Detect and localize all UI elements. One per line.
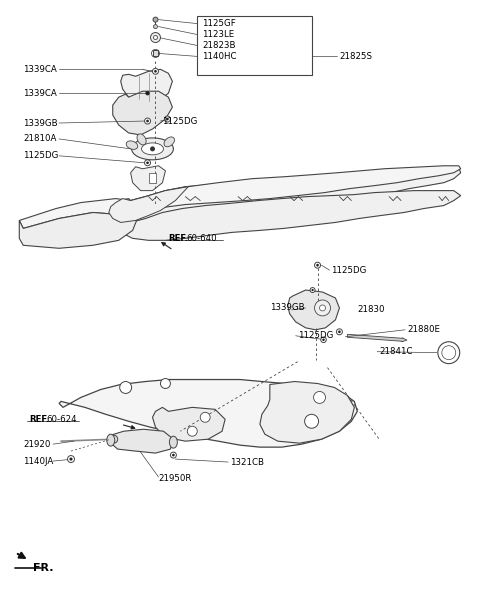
Circle shape — [336, 329, 342, 335]
Text: 21841C: 21841C — [379, 347, 413, 356]
Circle shape — [313, 392, 325, 403]
Circle shape — [166, 117, 169, 120]
Text: 1125DG: 1125DG — [162, 117, 198, 126]
Circle shape — [146, 120, 149, 122]
Circle shape — [172, 454, 175, 457]
Text: 1339GB: 1339GB — [270, 303, 304, 312]
Circle shape — [321, 337, 326, 343]
Polygon shape — [109, 167, 461, 222]
Text: 1125GF: 1125GF — [202, 19, 236, 28]
Bar — [197, 15, 312, 75]
Circle shape — [144, 118, 151, 124]
Text: 21823B: 21823B — [202, 41, 236, 50]
Ellipse shape — [164, 137, 175, 147]
Text: 1125DG: 1125DG — [23, 151, 59, 160]
Ellipse shape — [137, 134, 146, 145]
Bar — [153, 51, 158, 57]
Circle shape — [312, 289, 314, 291]
Bar — [148, 173, 156, 182]
Polygon shape — [109, 187, 188, 222]
Text: 21950R: 21950R — [158, 474, 192, 483]
Circle shape — [154, 70, 157, 73]
Text: 1339GB: 1339GB — [23, 119, 58, 128]
Circle shape — [145, 91, 150, 95]
Circle shape — [160, 378, 170, 389]
Circle shape — [68, 455, 74, 462]
Polygon shape — [116, 191, 461, 240]
Polygon shape — [288, 290, 339, 330]
Polygon shape — [19, 210, 141, 249]
Text: 21920: 21920 — [23, 440, 50, 449]
Ellipse shape — [142, 143, 164, 155]
Circle shape — [120, 381, 132, 393]
Text: 21810A: 21810A — [23, 135, 57, 144]
Circle shape — [154, 24, 157, 29]
Circle shape — [153, 69, 158, 74]
Circle shape — [170, 452, 176, 458]
Text: 1339CA: 1339CA — [23, 89, 57, 98]
Circle shape — [165, 116, 170, 122]
Polygon shape — [260, 381, 354, 443]
Circle shape — [322, 339, 325, 341]
Circle shape — [338, 330, 341, 333]
Circle shape — [305, 414, 319, 429]
Ellipse shape — [169, 436, 178, 448]
Text: 21825S: 21825S — [339, 52, 372, 61]
Circle shape — [320, 305, 325, 311]
Circle shape — [314, 262, 321, 268]
Text: 1321CB: 1321CB — [230, 458, 264, 467]
Text: REF.: REF. — [168, 234, 189, 243]
Polygon shape — [111, 429, 173, 453]
Circle shape — [442, 346, 456, 359]
Text: REF.: REF. — [29, 415, 49, 424]
Polygon shape — [113, 91, 172, 135]
Circle shape — [154, 36, 157, 39]
Text: 1125DG: 1125DG — [332, 266, 367, 275]
Circle shape — [310, 287, 315, 293]
Polygon shape — [59, 380, 357, 447]
Circle shape — [70, 458, 72, 461]
FancyArrow shape — [347, 334, 407, 342]
Text: 1125DG: 1125DG — [298, 331, 333, 340]
Ellipse shape — [132, 138, 173, 160]
Polygon shape — [129, 166, 461, 210]
Circle shape — [151, 33, 160, 42]
Circle shape — [316, 264, 319, 266]
Text: 1339CA: 1339CA — [23, 65, 57, 74]
Polygon shape — [19, 198, 141, 228]
Circle shape — [150, 147, 155, 151]
Text: 1140HC: 1140HC — [202, 52, 237, 61]
Ellipse shape — [107, 434, 115, 446]
Text: 21830: 21830 — [357, 305, 385, 315]
Circle shape — [110, 435, 118, 443]
Text: FR.: FR. — [33, 563, 54, 573]
Text: 1123LE: 1123LE — [202, 30, 234, 39]
Circle shape — [144, 160, 151, 166]
Polygon shape — [120, 69, 172, 105]
Text: 60-640: 60-640 — [186, 234, 217, 243]
Circle shape — [314, 300, 330, 316]
Polygon shape — [131, 166, 166, 191]
Polygon shape — [153, 407, 225, 441]
Circle shape — [438, 342, 460, 364]
Circle shape — [200, 412, 210, 423]
Text: 21880E: 21880E — [407, 325, 440, 334]
Text: 1140JA: 1140JA — [23, 457, 53, 465]
Circle shape — [187, 426, 197, 436]
Text: 60-624: 60-624 — [46, 415, 77, 424]
Ellipse shape — [126, 141, 138, 150]
Circle shape — [153, 17, 158, 22]
Circle shape — [146, 162, 149, 164]
